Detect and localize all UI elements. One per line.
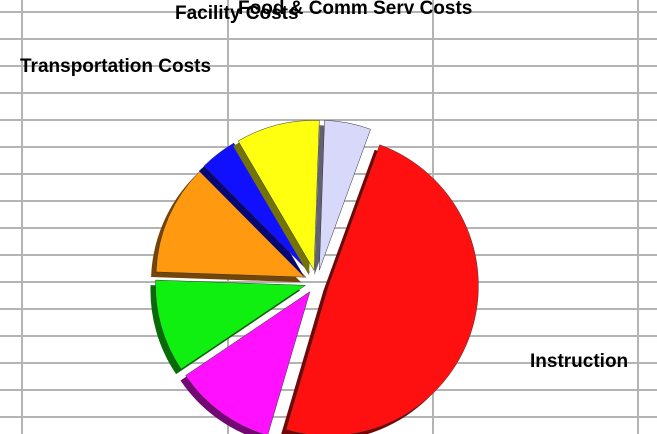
slice-label: Food & Comm Serv Costs: [238, 0, 472, 19]
slice-label: Transportation Costs: [20, 56, 211, 77]
slice: [203, 142, 310, 273]
slice: [155, 279, 307, 370]
slice: [155, 170, 307, 278]
slice: [285, 144, 479, 434]
slice: [185, 291, 311, 434]
pie: [150, 120, 479, 434]
slice: [237, 120, 320, 272]
labels: Food & Comm Serv Costs Instruction Transpo…: [20, 0, 628, 372]
slice: [319, 120, 371, 271]
slice-label: Instruction: [530, 351, 628, 372]
slice-label: Facility Costs: [175, 3, 299, 24]
